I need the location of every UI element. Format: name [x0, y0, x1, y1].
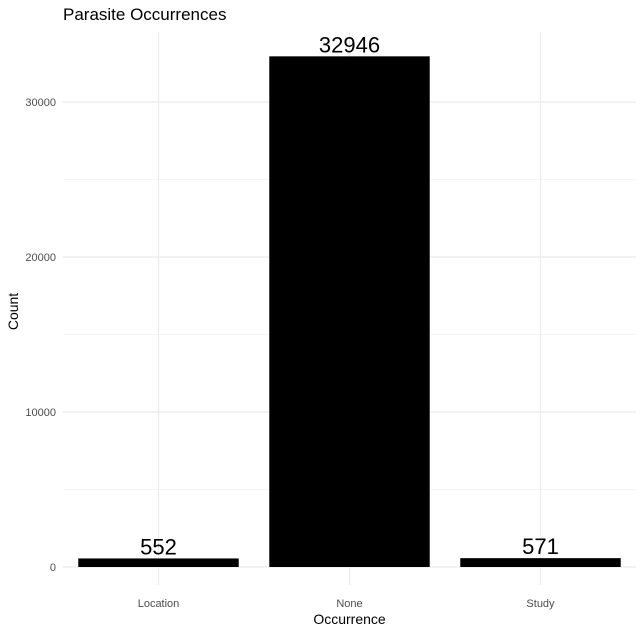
y-axis-ticks: 0 10000 20000 30000 — [25, 97, 56, 574]
x-axis-label: Occurrence — [313, 611, 386, 627]
data-label-none: 32946 — [319, 32, 380, 57]
x-tick-label: Location — [138, 598, 180, 610]
bar-study — [460, 558, 621, 567]
bars — [78, 56, 621, 567]
x-tick-label: Study — [526, 598, 555, 610]
chart-title: Parasite Occurrences — [63, 5, 226, 24]
y-tick-label: 30000 — [25, 97, 56, 109]
x-tick-label: None — [336, 598, 362, 610]
x-axis-ticks: Location None Study — [138, 598, 555, 610]
bar-location — [78, 558, 239, 567]
y-tick-label: 10000 — [25, 407, 56, 419]
data-label-location: 552 — [140, 534, 177, 559]
bar-none — [269, 56, 430, 567]
y-axis-label: Count — [5, 293, 21, 330]
data-label-study: 571 — [522, 534, 559, 559]
y-tick-label: 0 — [50, 562, 56, 574]
data-labels: 552 32946 571 — [140, 32, 559, 559]
y-tick-label: 20000 — [25, 252, 56, 264]
